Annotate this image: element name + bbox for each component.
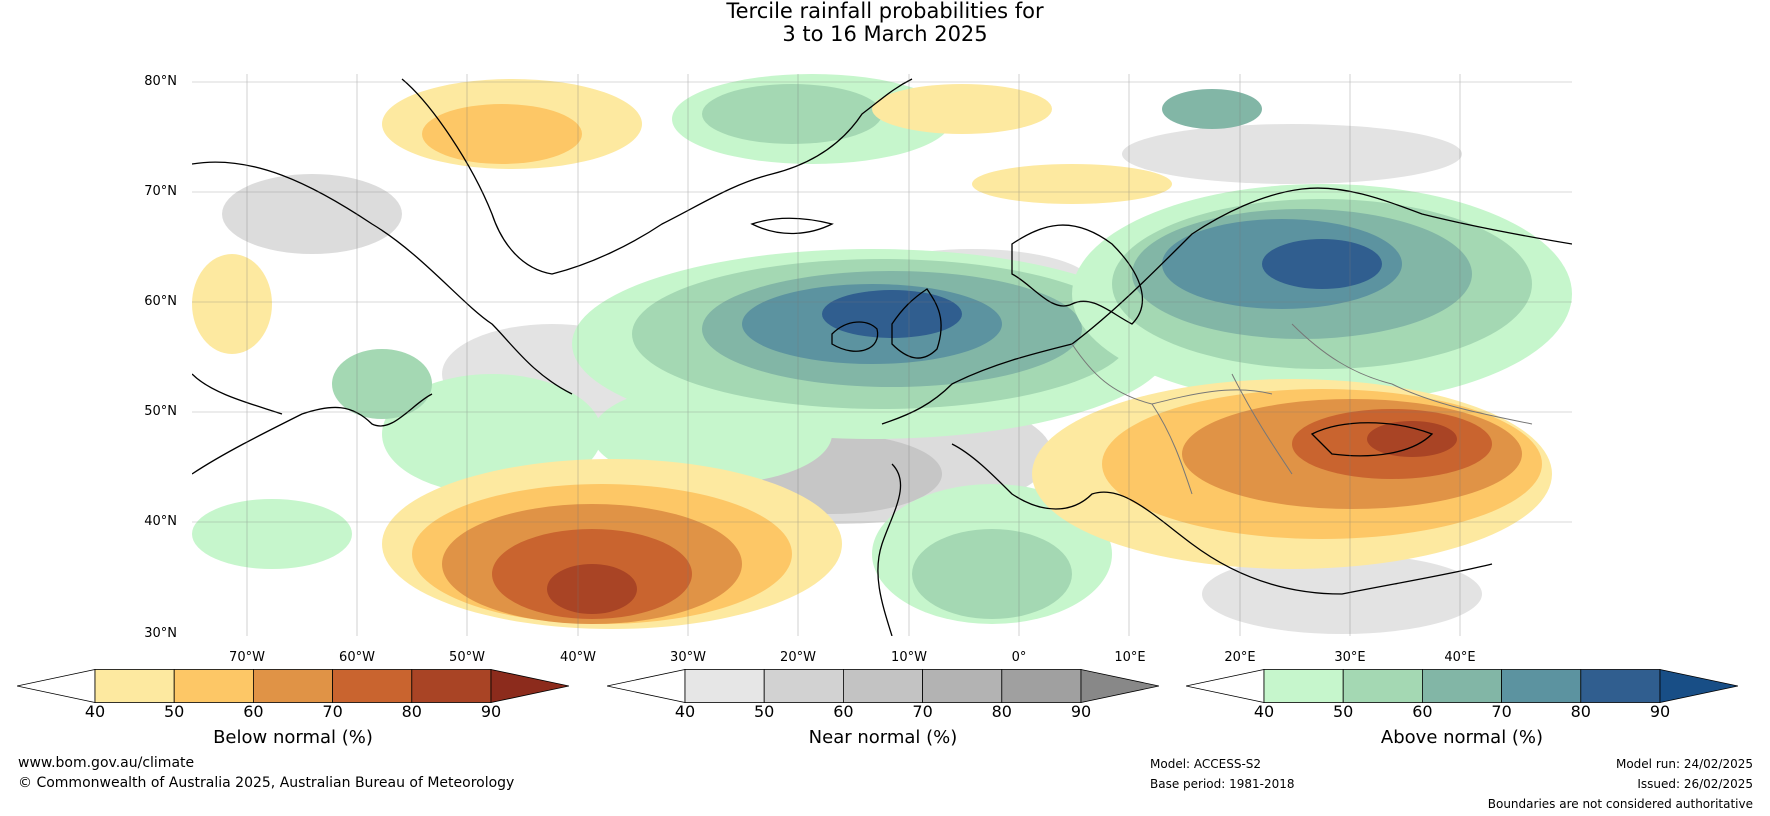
colorbar-above-segment-80	[1580, 669, 1661, 703]
graticule	[192, 74, 1572, 636]
lat-label-30n: 30°N	[144, 626, 177, 641]
colorbar-above-segment-60	[1421, 669, 1502, 703]
lon-label-20e: 20°E	[1224, 650, 1256, 665]
colorbar-near-segment-40	[684, 669, 765, 703]
colorbar-above-segment-70	[1501, 669, 1582, 703]
colorbar-near-tick-70: 70	[912, 702, 933, 721]
colorbar-near-min-extension	[607, 669, 686, 703]
lat-label-80n: 80°N	[144, 74, 177, 89]
colorbar-near-tick-40: 40	[674, 702, 696, 721]
colorbar-near-max-extension	[1080, 669, 1159, 703]
colorbar-near-segment-80	[1001, 669, 1082, 703]
colorbar-below-tick-50: 50	[164, 702, 185, 721]
colorbar-above-min-extension	[1186, 669, 1265, 703]
lon-label-70w: 70°W	[229, 650, 265, 665]
lon-label-30w: 30°W	[670, 650, 706, 665]
colorbar-label-above: Above normal (%)	[1380, 727, 1544, 748]
lat-label-60n: 60°N	[144, 294, 177, 309]
colorbar-above-tick-90: 90	[1649, 702, 1671, 721]
colorbar-near-tick-90: 90	[1070, 702, 1092, 721]
colorbar-below-normal	[17, 669, 569, 703]
colorbar-above-segment-50	[1342, 669, 1423, 703]
below-normal-regions	[192, 79, 1552, 629]
colorbar-below-tick-80: 80	[401, 702, 422, 721]
lon-label-40w: 40°W	[560, 650, 596, 665]
colorbar-below-min-extension	[17, 669, 96, 703]
colorbar-above-tick-80: 80	[1570, 702, 1591, 721]
boundary-disclaimer: Boundaries are not considered authoritat…	[1487, 797, 1753, 811]
colorbar-below-max-extension	[490, 669, 569, 703]
colorbar-near-tick-80: 80	[991, 702, 1012, 721]
colorbar-below-tick-40: 40	[84, 702, 106, 721]
colorbar-above-tick-50: 50	[1333, 702, 1354, 721]
colorbar-below-segment-60	[252, 669, 333, 703]
colorbar-near-segment-70	[922, 669, 1003, 703]
colorbar-below-tick-90: 90	[480, 702, 502, 721]
colorbar-label-below: Below normal (%)	[213, 727, 373, 748]
title-line-1: Tercile rainfall probabilities for	[726, 0, 1044, 23]
model-name: Model: ACCESS-S2	[1150, 757, 1262, 771]
country-borders	[1071, 323, 1533, 495]
colorbar-near-segment-50	[763, 669, 844, 703]
map-title: Tercile rainfall probabilities for 3 to …	[0, 0, 1770, 46]
website-link[interactable]: www.bom.gov.au/climate	[18, 755, 195, 771]
lat-label-40n: 40°N	[144, 514, 177, 529]
colorbar-near-normal	[607, 669, 1159, 703]
model-run-date: Model run: 24/02/2025	[1615, 757, 1753, 771]
colorbar-label-near: Near normal (%)	[808, 727, 958, 748]
colorbar-below-segment-40	[94, 669, 175, 703]
lat-label-50n: 50°N	[144, 404, 177, 419]
colorbar-below-tick-60: 60	[243, 702, 264, 721]
lon-label-30e: 30°E	[1334, 650, 1366, 665]
colorbar-above-normal	[1186, 669, 1738, 703]
coastlines	[192, 78, 1572, 636]
base-period: Base period: 1981-2018	[1150, 777, 1295, 791]
rainfall-map	[192, 74, 1572, 636]
lon-label-20w: 20°W	[780, 650, 816, 665]
lon-label-0: 0°	[1011, 650, 1027, 665]
lon-label-60w: 60°W	[339, 650, 375, 665]
colorbar-above-tick-70: 70	[1491, 702, 1512, 721]
copyright-text: © Commonwealth of Australia 2025, Austra…	[18, 775, 515, 791]
colorbar-above-segment-40	[1263, 669, 1344, 703]
lat-label-70n: 70°N	[144, 184, 177, 199]
colorbar-above-max-extension	[1659, 669, 1738, 703]
colorbar-above-tick-60: 60	[1412, 702, 1433, 721]
colorbar-below-segment-70	[332, 669, 413, 703]
above-normal-regions	[192, 74, 1572, 624]
lon-label-40e: 40°E	[1444, 650, 1476, 665]
lon-label-10e: 10°E	[1114, 650, 1146, 665]
colorbar-near-segment-60	[842, 669, 923, 703]
colorbar-below-tick-70: 70	[322, 702, 343, 721]
issued-date: Issued: 26/02/2025	[1637, 777, 1753, 791]
colorbar-below-segment-80	[411, 669, 492, 703]
colorbar-above-tick-40: 40	[1253, 702, 1275, 721]
title-line-2: 3 to 16 March 2025	[782, 22, 988, 46]
colorbar-below-segment-50	[173, 669, 254, 703]
lon-label-50w: 50°W	[449, 650, 485, 665]
lon-label-10w: 10°W	[891, 650, 927, 665]
colorbar-near-tick-50: 50	[754, 702, 775, 721]
colorbar-near-tick-60: 60	[833, 702, 854, 721]
